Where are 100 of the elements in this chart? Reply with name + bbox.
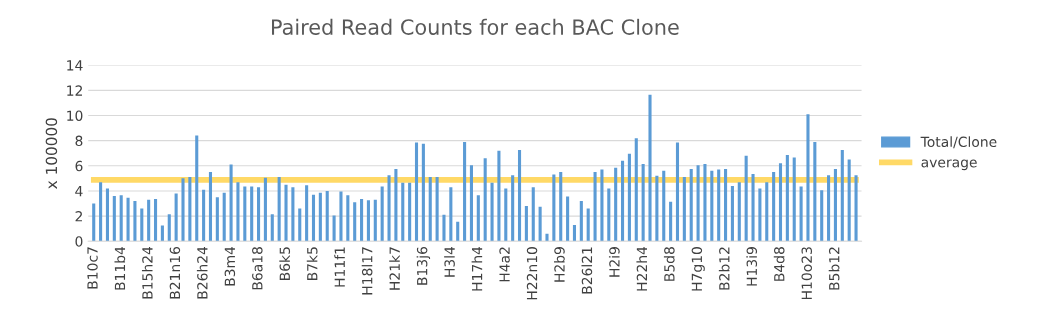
bar bbox=[682, 177, 686, 242]
bar bbox=[325, 190, 329, 242]
x-tick-label: H21k7 bbox=[389, 247, 400, 290]
x-tick-label: B26l21 bbox=[581, 247, 593, 294]
bar bbox=[428, 177, 432, 242]
bar bbox=[208, 172, 213, 242]
bar bbox=[222, 192, 226, 242]
bar bbox=[181, 178, 185, 242]
x-tick-label: H2b9 bbox=[554, 247, 565, 282]
y-tick-label: 2 bbox=[75, 211, 82, 222]
y-tick-label: 12 bbox=[67, 85, 82, 96]
bar bbox=[662, 170, 666, 242]
bar bbox=[504, 188, 508, 242]
bar bbox=[463, 141, 467, 242]
bar bbox=[703, 163, 707, 242]
bar bbox=[229, 164, 233, 242]
bar bbox=[126, 197, 130, 242]
bar bbox=[277, 177, 281, 242]
bar bbox=[524, 206, 528, 242]
x-tick-label: B26h24 bbox=[196, 246, 208, 299]
bar bbox=[119, 195, 123, 242]
x-tick-label: H11f1 bbox=[334, 247, 345, 287]
bar bbox=[421, 143, 425, 242]
bar bbox=[744, 155, 748, 242]
bar bbox=[105, 188, 109, 242]
x-tick-label: H4a2 bbox=[499, 247, 510, 282]
bar bbox=[291, 187, 295, 242]
bar bbox=[538, 206, 542, 242]
y-tick-label: 4 bbox=[75, 186, 83, 197]
bar bbox=[401, 182, 405, 242]
x-tick-label: B10c7 bbox=[87, 247, 98, 289]
bar bbox=[167, 214, 171, 242]
bar bbox=[408, 182, 412, 242]
bar bbox=[689, 168, 693, 242]
bar bbox=[263, 177, 267, 242]
bar bbox=[724, 168, 728, 242]
bar bbox=[772, 172, 776, 242]
y-tick-label: 0 bbox=[75, 236, 83, 247]
bar bbox=[99, 182, 103, 242]
bar bbox=[174, 193, 178, 242]
bar bbox=[730, 185, 734, 242]
bar bbox=[531, 187, 535, 242]
bar bbox=[765, 182, 769, 242]
x-tick-label: B2b12 bbox=[718, 247, 730, 290]
bar bbox=[847, 159, 851, 242]
bar bbox=[435, 177, 439, 242]
bar bbox=[717, 169, 721, 242]
x-tick-label: B21n16 bbox=[169, 246, 181, 299]
bar bbox=[778, 163, 783, 242]
bar bbox=[579, 201, 583, 242]
bar bbox=[641, 163, 645, 242]
x-tick-label: H13i9 bbox=[746, 247, 758, 286]
x-tick-label: H10o23 bbox=[801, 247, 812, 300]
bar bbox=[160, 225, 164, 242]
bar bbox=[627, 153, 631, 242]
bar bbox=[339, 191, 343, 242]
bar bbox=[552, 174, 556, 242]
bar bbox=[195, 135, 199, 242]
x-tick-label: B5b12 bbox=[828, 247, 840, 290]
bar bbox=[483, 158, 487, 242]
bar bbox=[806, 114, 810, 242]
chart-title: Paired Read Counts for each BAC Clone bbox=[272, 18, 679, 35]
bar bbox=[366, 200, 370, 242]
bar bbox=[827, 175, 831, 242]
bar bbox=[490, 182, 494, 242]
bar bbox=[298, 208, 302, 242]
bar bbox=[311, 194, 316, 242]
bar bbox=[737, 182, 741, 242]
y-tick-label: 8 bbox=[75, 135, 83, 147]
bar bbox=[696, 165, 700, 242]
bar bbox=[153, 199, 158, 242]
bar bbox=[600, 169, 604, 242]
bar bbox=[497, 150, 501, 242]
x-tick-label: H18l17 bbox=[361, 247, 373, 295]
bar bbox=[840, 150, 844, 242]
bar bbox=[566, 196, 570, 242]
bar bbox=[360, 199, 364, 242]
bar bbox=[318, 192, 322, 242]
bar bbox=[112, 195, 116, 242]
bar bbox=[469, 165, 473, 242]
y-tick-label: 10 bbox=[67, 110, 83, 121]
x-tick-label: B6a18 bbox=[252, 247, 263, 290]
bar bbox=[813, 141, 817, 242]
bar bbox=[799, 186, 803, 242]
bar bbox=[758, 188, 762, 242]
bar bbox=[751, 173, 755, 242]
x-tick-label: B5d8 bbox=[663, 247, 675, 281]
bar bbox=[147, 199, 151, 242]
x-tick-label: H17h4 bbox=[471, 246, 483, 291]
x-tick-label: B4d8 bbox=[773, 247, 785, 281]
y-tick-label: 14 bbox=[67, 60, 83, 71]
x-tick-label: H22h4 bbox=[636, 246, 647, 291]
x-tick-label: B7k5 bbox=[306, 247, 318, 280]
x-tick-label: B11b4 bbox=[114, 246, 126, 290]
x-tick-label: B3m4 bbox=[224, 246, 236, 286]
x-tick-label: H3l4 bbox=[444, 246, 455, 277]
bar bbox=[270, 214, 274, 242]
bar bbox=[593, 172, 597, 242]
x-tick-label: H2i9 bbox=[608, 247, 620, 277]
bar bbox=[346, 195, 350, 242]
